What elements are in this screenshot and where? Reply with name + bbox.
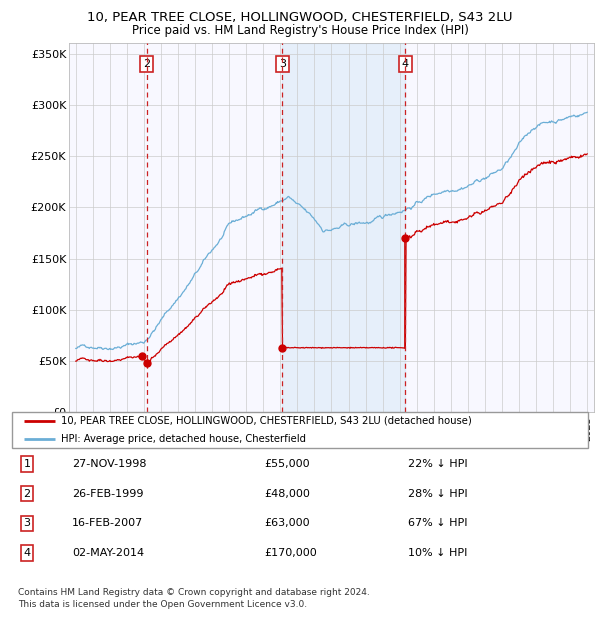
Text: 67% ↓ HPI: 67% ↓ HPI bbox=[408, 518, 467, 528]
Text: 4: 4 bbox=[402, 59, 409, 69]
Text: 26-FEB-1999: 26-FEB-1999 bbox=[72, 489, 143, 498]
Text: 22% ↓ HPI: 22% ↓ HPI bbox=[408, 459, 467, 469]
Text: 1: 1 bbox=[23, 459, 31, 469]
Text: 16-FEB-2007: 16-FEB-2007 bbox=[72, 518, 143, 528]
Text: £55,000: £55,000 bbox=[264, 459, 310, 469]
Text: 3: 3 bbox=[23, 518, 31, 528]
Bar bbox=[283, 43, 406, 412]
Text: £170,000: £170,000 bbox=[264, 548, 317, 558]
Text: £48,000: £48,000 bbox=[264, 489, 310, 498]
Text: This data is licensed under the Open Government Licence v3.0.: This data is licensed under the Open Gov… bbox=[18, 600, 307, 609]
Text: 02-MAY-2014: 02-MAY-2014 bbox=[72, 548, 144, 558]
Text: 10, PEAR TREE CLOSE, HOLLINGWOOD, CHESTERFIELD, S43 2LU (detached house): 10, PEAR TREE CLOSE, HOLLINGWOOD, CHESTE… bbox=[61, 415, 472, 426]
Text: 2: 2 bbox=[23, 489, 31, 498]
Text: 10, PEAR TREE CLOSE, HOLLINGWOOD, CHESTERFIELD, S43 2LU: 10, PEAR TREE CLOSE, HOLLINGWOOD, CHESTE… bbox=[87, 11, 513, 24]
Text: 3: 3 bbox=[279, 59, 286, 69]
Text: 27-NOV-1998: 27-NOV-1998 bbox=[72, 459, 146, 469]
Text: £63,000: £63,000 bbox=[264, 518, 310, 528]
Text: 4: 4 bbox=[23, 548, 31, 558]
Text: 10% ↓ HPI: 10% ↓ HPI bbox=[408, 548, 467, 558]
Text: HPI: Average price, detached house, Chesterfield: HPI: Average price, detached house, Ches… bbox=[61, 433, 306, 444]
Text: Contains HM Land Registry data © Crown copyright and database right 2024.: Contains HM Land Registry data © Crown c… bbox=[18, 588, 370, 597]
Text: 2: 2 bbox=[143, 59, 150, 69]
Text: Price paid vs. HM Land Registry's House Price Index (HPI): Price paid vs. HM Land Registry's House … bbox=[131, 24, 469, 37]
Text: 28% ↓ HPI: 28% ↓ HPI bbox=[408, 489, 467, 498]
